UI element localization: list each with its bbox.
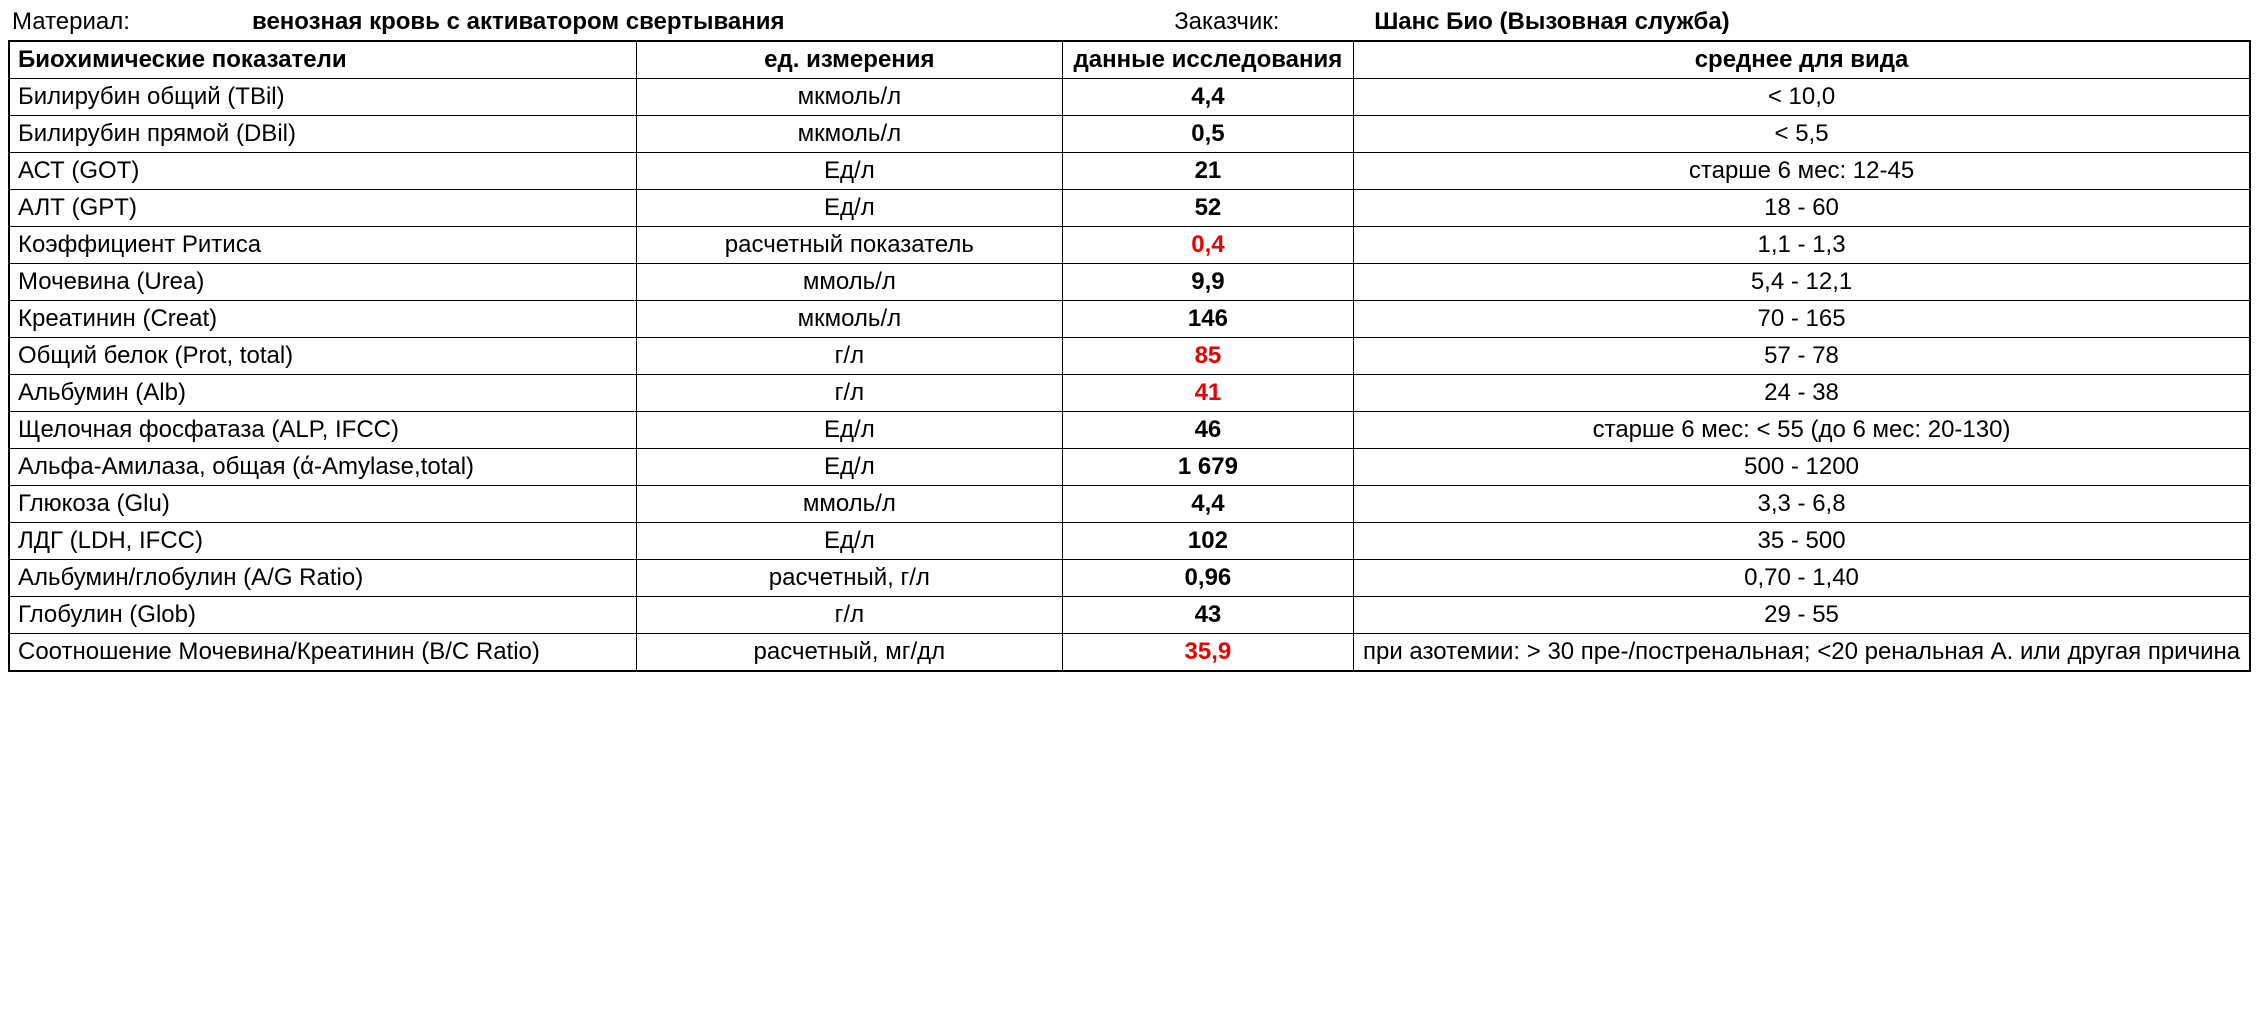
cell-range: старше 6 мес: 12-45 bbox=[1354, 153, 2250, 190]
table-row: Билирубин прямой (DBil)мкмоль/л0,5< 5,5 bbox=[9, 116, 2250, 153]
cell-unit: расчетный, мг/дл bbox=[636, 634, 1062, 672]
cell-param: Щелочная фосфатаза (ALP, IFCC) bbox=[9, 412, 636, 449]
cell-range: 24 - 38 bbox=[1354, 375, 2250, 412]
cell-value: 4,4 bbox=[1062, 486, 1353, 523]
cell-value: 21 bbox=[1062, 153, 1353, 190]
table-header-row: Биохимические показатели ед. измерения д… bbox=[9, 41, 2250, 79]
cell-unit: г/л bbox=[636, 375, 1062, 412]
cell-value: 0,5 bbox=[1062, 116, 1353, 153]
table-row: Глюкоза (Glu)ммоль/л4,43,3 - 6,8 bbox=[9, 486, 2250, 523]
col-header-param: Биохимические показатели bbox=[9, 41, 636, 79]
cell-unit: Ед/л bbox=[636, 153, 1062, 190]
cell-param: Соотношение Мочевина/Креатинин (B/C Rati… bbox=[9, 634, 636, 672]
cell-param: Коэффициент Ритиса bbox=[9, 227, 636, 264]
client-value: Шанс Био (Вызовная служба) bbox=[1374, 8, 1730, 36]
cell-range: < 10,0 bbox=[1354, 79, 2250, 116]
cell-value: 146 bbox=[1062, 301, 1353, 338]
cell-range: 70 - 165 bbox=[1354, 301, 2250, 338]
cell-param: Общий белок (Prot, total) bbox=[9, 338, 636, 375]
cell-unit: Ед/л bbox=[636, 523, 1062, 560]
cell-unit: Ед/л bbox=[636, 190, 1062, 227]
table-body: Билирубин общий (TBil)мкмоль/л4,4< 10,0Б… bbox=[9, 79, 2250, 672]
cell-unit: ммоль/л bbox=[636, 486, 1062, 523]
cell-value: 0,4 bbox=[1062, 227, 1353, 264]
cell-param: Мочевина (Urea) bbox=[9, 264, 636, 301]
table-row: АСТ (GOT)Ед/л21старше 6 мес: 12-45 bbox=[9, 153, 2250, 190]
cell-value: 85 bbox=[1062, 338, 1353, 375]
cell-range: 3,3 - 6,8 bbox=[1354, 486, 2250, 523]
cell-param: Глобулин (Glob) bbox=[9, 597, 636, 634]
cell-unit: мкмоль/л bbox=[636, 301, 1062, 338]
cell-param: Глюкоза (Glu) bbox=[9, 486, 636, 523]
cell-unit: Ед/л bbox=[636, 449, 1062, 486]
table-row: Глобулин (Glob)г/л4329 - 55 bbox=[9, 597, 2250, 634]
client-section: Заказчик: Шанс Био (Вызовная служба) bbox=[1174, 8, 2247, 36]
table-row: Альбумин/глобулин (A/G Ratio)расчетный, … bbox=[9, 560, 2250, 597]
cell-range: 0,70 - 1,40 bbox=[1354, 560, 2250, 597]
cell-param: АЛТ (GPT) bbox=[9, 190, 636, 227]
cell-range: 1,1 - 1,3 bbox=[1354, 227, 2250, 264]
cell-param: АСТ (GOT) bbox=[9, 153, 636, 190]
cell-range: < 5,5 bbox=[1354, 116, 2250, 153]
col-header-range: среднее для вида bbox=[1354, 41, 2250, 79]
table-row: ЛДГ (LDH, IFCC)Ед/л10235 - 500 bbox=[9, 523, 2250, 560]
cell-value: 1 679 bbox=[1062, 449, 1353, 486]
table-row: Билирубин общий (TBil)мкмоль/л4,4< 10,0 bbox=[9, 79, 2250, 116]
material-label: Материал: bbox=[12, 8, 252, 36]
table-row: Щелочная фосфатаза (ALP, IFCC)Ед/л46стар… bbox=[9, 412, 2250, 449]
biochem-table: Биохимические показатели ед. измерения д… bbox=[8, 40, 2251, 672]
cell-value: 43 bbox=[1062, 597, 1353, 634]
table-row: АЛТ (GPT)Ед/л5218 - 60 bbox=[9, 190, 2250, 227]
cell-range: старше 6 мес: < 55 (до 6 мес: 20-130) bbox=[1354, 412, 2250, 449]
cell-value: 0,96 bbox=[1062, 560, 1353, 597]
cell-param: Билирубин общий (TBil) bbox=[9, 79, 636, 116]
header-row: Материал: венозная кровь с активатором с… bbox=[8, 8, 2251, 36]
table-row: Альфа-Амилаза, общая (ά-Amylase,total)Ед… bbox=[9, 449, 2250, 486]
cell-unit: мкмоль/л bbox=[636, 79, 1062, 116]
cell-range: при азотемии: > 30 пре-/постренальная; <… bbox=[1354, 634, 2250, 672]
client-label: Заказчик: bbox=[1174, 8, 1374, 36]
cell-param: ЛДГ (LDH, IFCC) bbox=[9, 523, 636, 560]
table-row: Соотношение Мочевина/Креатинин (B/C Rati… bbox=[9, 634, 2250, 672]
cell-range: 35 - 500 bbox=[1354, 523, 2250, 560]
col-header-value: данные исследования bbox=[1062, 41, 1353, 79]
table-row: Общий белок (Prot, total)г/л8557 - 78 bbox=[9, 338, 2250, 375]
cell-range: 57 - 78 bbox=[1354, 338, 2250, 375]
table-row: Альбумин (Alb)г/л4124 - 38 bbox=[9, 375, 2250, 412]
cell-unit: расчетный показатель bbox=[636, 227, 1062, 264]
cell-unit: ммоль/л bbox=[636, 264, 1062, 301]
material-value: венозная кровь с активатором свертывания bbox=[252, 8, 785, 36]
cell-value: 4,4 bbox=[1062, 79, 1353, 116]
col-header-unit: ед. измерения bbox=[636, 41, 1062, 79]
cell-value: 9,9 bbox=[1062, 264, 1353, 301]
material-section: Материал: венозная кровь с активатором с… bbox=[12, 8, 1174, 36]
cell-range: 29 - 55 bbox=[1354, 597, 2250, 634]
cell-param: Креатинин (Creat) bbox=[9, 301, 636, 338]
cell-value: 46 bbox=[1062, 412, 1353, 449]
cell-unit: расчетный, г/л bbox=[636, 560, 1062, 597]
cell-range: 18 - 60 bbox=[1354, 190, 2250, 227]
cell-value: 52 bbox=[1062, 190, 1353, 227]
cell-unit: г/л bbox=[636, 597, 1062, 634]
cell-param: Альбумин/глобулин (A/G Ratio) bbox=[9, 560, 636, 597]
cell-param: Альфа-Амилаза, общая (ά-Amylase,total) bbox=[9, 449, 636, 486]
cell-range: 500 - 1200 bbox=[1354, 449, 2250, 486]
cell-unit: мкмоль/л bbox=[636, 116, 1062, 153]
cell-value: 41 bbox=[1062, 375, 1353, 412]
cell-param: Альбумин (Alb) bbox=[9, 375, 636, 412]
table-row: Креатинин (Creat)мкмоль/л14670 - 165 bbox=[9, 301, 2250, 338]
cell-value: 35,9 bbox=[1062, 634, 1353, 672]
cell-range: 5,4 - 12,1 bbox=[1354, 264, 2250, 301]
table-row: Коэффициент Ритисарасчетный показатель0,… bbox=[9, 227, 2250, 264]
table-row: Мочевина (Urea)ммоль/л9,95,4 - 12,1 bbox=[9, 264, 2250, 301]
cell-unit: г/л bbox=[636, 338, 1062, 375]
cell-param: Билирубин прямой (DBil) bbox=[9, 116, 636, 153]
cell-unit: Ед/л bbox=[636, 412, 1062, 449]
cell-value: 102 bbox=[1062, 523, 1353, 560]
